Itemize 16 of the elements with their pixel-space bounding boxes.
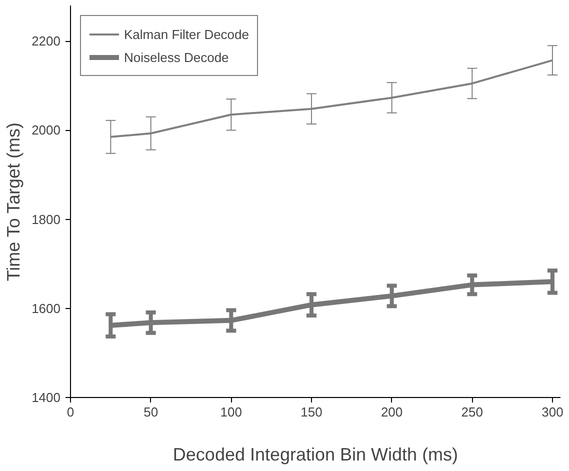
x-axis-title: Decoded Integration Bin Width (ms): [172, 444, 458, 464]
y-tick-label: 1400: [32, 390, 60, 405]
x-tick-label: 250: [461, 404, 483, 420]
x-tick-label: 200: [380, 404, 403, 420]
x-tick-label: 50: [144, 404, 158, 420]
legend-label: Kalman Filter Decode: [124, 26, 249, 42]
y-tick-label: 1600: [32, 300, 60, 316]
y-tick-label: 2000: [32, 122, 60, 138]
x-tick-label: 300: [542, 404, 564, 420]
y-tick-label: 1800: [32, 212, 60, 227]
x-tick-label: 150: [300, 404, 322, 420]
y-tick-label: 2200: [32, 34, 60, 49]
x-tick-label: 100: [220, 404, 242, 420]
legend-label: Noiseless Decode: [124, 50, 229, 64]
y-axis-title: Time To Target (ms): [4, 122, 24, 282]
x-tick-label: 0: [66, 404, 74, 420]
